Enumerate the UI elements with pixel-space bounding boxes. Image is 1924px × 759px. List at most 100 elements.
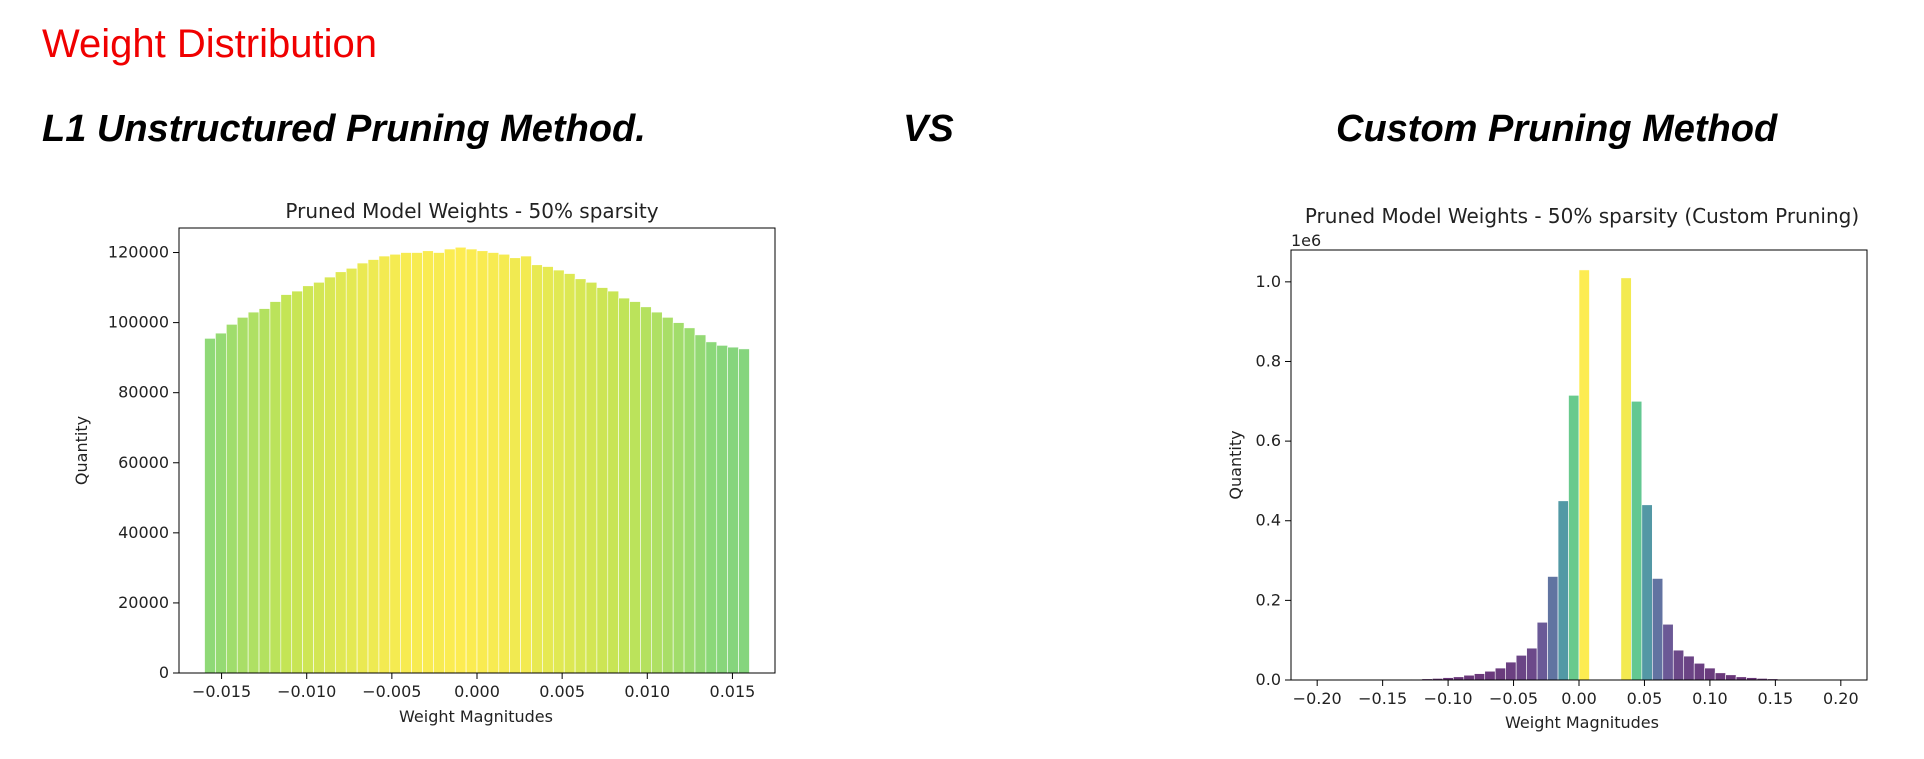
histogram-bar bbox=[520, 255, 532, 674]
x-tick-label: 0.15 bbox=[1758, 689, 1794, 708]
y-tick-label: 0.0 bbox=[1256, 670, 1281, 689]
y-tick-label: 0.2 bbox=[1256, 590, 1281, 609]
x-axis-label: Weight Magnitudes bbox=[399, 707, 553, 726]
histogram-bar bbox=[1547, 576, 1559, 681]
histogram-bar bbox=[694, 334, 707, 674]
histogram-bar bbox=[531, 264, 543, 674]
ticks-group: −0.20 −0.15 −0.10 −0.05 0.00 0.05 0.10 0.15 0.20… bbox=[1256, 272, 1859, 708]
heading-vs: VS bbox=[903, 108, 954, 150]
plot-frame bbox=[178, 227, 776, 674]
histogram-bar bbox=[335, 271, 347, 674]
histogram-bar bbox=[661, 317, 674, 674]
histogram-bar bbox=[683, 327, 696, 674]
histogram-bar bbox=[509, 257, 521, 674]
histogram-bar bbox=[389, 253, 402, 674]
histogram-bar bbox=[215, 332, 227, 674]
x-tick-label: 0.010 bbox=[624, 682, 670, 701]
x-tick-label: 0.05 bbox=[1627, 689, 1663, 708]
histogram-bar bbox=[716, 345, 728, 674]
histogram-bar bbox=[640, 306, 652, 674]
x-tick-label: −0.005 bbox=[362, 682, 421, 701]
histogram-bar bbox=[422, 250, 434, 674]
x-tick-label: 0.10 bbox=[1692, 689, 1728, 708]
histogram-bar bbox=[1494, 667, 1506, 681]
histogram-bar bbox=[258, 308, 271, 674]
histogram-bar bbox=[400, 252, 412, 674]
x-tick-label: −0.010 bbox=[277, 682, 336, 701]
y-tick-label: 120000 bbox=[108, 243, 169, 262]
x-tick-label: −0.05 bbox=[1489, 689, 1538, 708]
histogram-bar bbox=[411, 252, 423, 674]
histogram-bar bbox=[236, 317, 249, 674]
histogram-bar bbox=[498, 253, 510, 674]
histogram-bar bbox=[302, 285, 314, 674]
histogram-bar bbox=[1463, 674, 1475, 681]
histogram-bar bbox=[454, 246, 467, 674]
x-axis-label: Weight Magnitudes bbox=[1505, 713, 1659, 732]
histogram-bar bbox=[378, 255, 391, 674]
histogram-bar bbox=[629, 301, 641, 674]
heading-custom-method: Custom Pruning Method bbox=[1336, 108, 1778, 150]
histogram-bar bbox=[280, 294, 293, 674]
histogram-bar bbox=[226, 324, 238, 674]
chart-l1-histogram: Pruned Model Weights - 50% sparsity Quan… bbox=[72, 199, 776, 726]
plot-frame bbox=[1290, 249, 1868, 681]
histogram-bar bbox=[345, 267, 358, 674]
histogram-bar bbox=[1473, 673, 1486, 681]
histogram-bar bbox=[651, 311, 663, 674]
y-tick-label: 60000 bbox=[118, 453, 169, 472]
y-tick-label: 1.0 bbox=[1256, 272, 1281, 291]
y-tick-label: 40000 bbox=[118, 523, 169, 542]
histogram-bar bbox=[596, 287, 609, 674]
histogram-bar bbox=[1505, 661, 1517, 681]
histogram-bar bbox=[367, 259, 380, 674]
histogram-bar bbox=[1568, 395, 1580, 681]
histogram-bar bbox=[487, 252, 500, 674]
ticks-group: −0.015 −0.010 −0.005 0.000 0.005 0.010 0.015 0 2… bbox=[108, 243, 755, 701]
histogram-bar bbox=[291, 290, 303, 674]
histogram-bar bbox=[476, 250, 489, 674]
x-tick-label: −0.20 bbox=[1293, 689, 1342, 708]
histogram-bar bbox=[705, 341, 718, 674]
histogram-bar bbox=[727, 346, 739, 674]
y-tick-label: 0 bbox=[159, 663, 169, 682]
y-tick-label: 80000 bbox=[118, 383, 169, 402]
histogram-bar bbox=[269, 301, 282, 674]
histogram-bar bbox=[247, 311, 260, 674]
y-tick-label: 0.4 bbox=[1256, 511, 1281, 530]
histogram-bar bbox=[574, 278, 587, 674]
y-axis-label: Quantity bbox=[72, 416, 91, 485]
slide-title: Weight Distribution bbox=[42, 22, 377, 66]
histogram-bar bbox=[1526, 647, 1538, 681]
histogram-bar bbox=[1484, 670, 1496, 681]
chart-custom-histogram: Pruned Model Weights - 50% sparsity (Cus… bbox=[1226, 204, 1868, 732]
histogram-bar bbox=[1641, 504, 1653, 681]
histogram-bar bbox=[313, 282, 325, 674]
histogram-bar bbox=[672, 322, 685, 674]
histogram-bar bbox=[324, 276, 336, 674]
histogram-bar bbox=[542, 266, 554, 674]
histogram-bar bbox=[1515, 655, 1527, 681]
x-tick-label: 0.20 bbox=[1823, 689, 1859, 708]
histogram-bar bbox=[607, 290, 619, 674]
x-tick-label: −0.10 bbox=[1424, 689, 1473, 708]
histogram-bar bbox=[444, 248, 456, 674]
histogram-bar bbox=[552, 269, 565, 674]
y-tick-label: 20000 bbox=[118, 593, 169, 612]
histogram-bar bbox=[563, 273, 576, 674]
histogram-bar bbox=[204, 338, 216, 674]
y-tick-label: 100000 bbox=[108, 313, 169, 332]
histogram-bar bbox=[1557, 500, 1569, 681]
x-tick-label: −0.15 bbox=[1358, 689, 1407, 708]
x-tick-label: −0.015 bbox=[192, 682, 251, 701]
histogram-bar bbox=[1693, 662, 1705, 681]
histogram-bar bbox=[356, 262, 369, 674]
histogram-bar bbox=[1725, 674, 1737, 681]
heading-l1-method: L1 Unstructured Pruning Method. bbox=[42, 108, 646, 150]
y-axis-label: Quantity bbox=[1226, 430, 1245, 499]
histogram-bar bbox=[1578, 269, 1590, 681]
x-tick-label: 0.005 bbox=[539, 682, 585, 701]
histogram-bar bbox=[433, 252, 445, 674]
histogram-bar bbox=[618, 297, 630, 674]
histogram-bar bbox=[465, 248, 478, 674]
